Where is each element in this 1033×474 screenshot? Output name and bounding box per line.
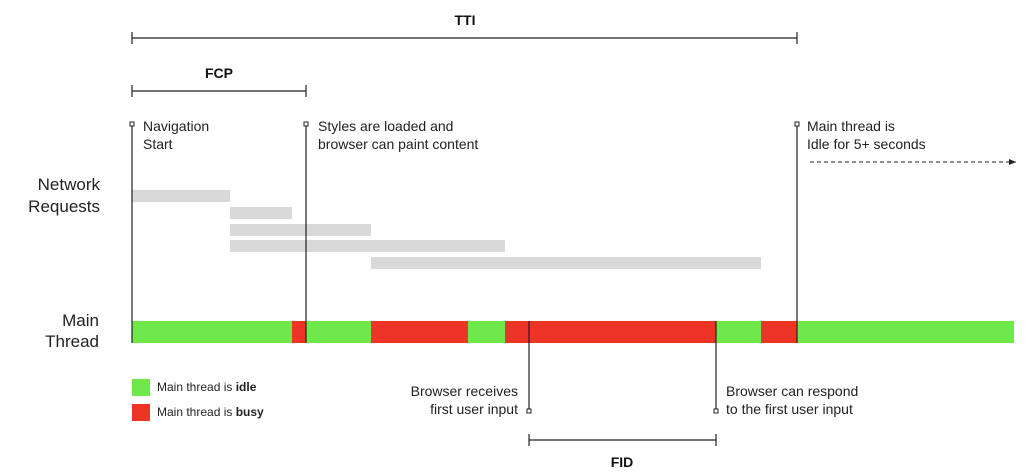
respond-marker: Browser can respond to the first user in… [713, 321, 858, 417]
legend-idle-swatch [132, 379, 150, 396]
idle-segment [797, 321, 1014, 343]
fid-span: FID [528, 434, 717, 470]
respond-line2: to the first user input [726, 401, 853, 417]
busy-segment [371, 321, 468, 343]
styles-loaded-line2: browser can paint content [318, 136, 478, 152]
first-input-marker: Browser receives first user input [411, 321, 532, 417]
main-thread-label-line2: Thread [45, 332, 99, 351]
fid-label: FID [611, 454, 634, 470]
fcp-label: FCP [205, 65, 233, 81]
legend-busy-label: Main thread is busy [157, 405, 264, 419]
fcp-span: FCP [131, 65, 307, 97]
legend-idle-label: Main thread is idle [157, 380, 257, 394]
request-bar [230, 207, 292, 219]
network-label-line1: Network [38, 175, 101, 194]
navigation-start-line2: Start [143, 136, 173, 152]
main-thread-timeline [132, 321, 1014, 343]
navigation-start-line1: Navigation [143, 118, 209, 134]
idle-segment [306, 321, 371, 343]
idle-segment [716, 321, 761, 343]
navigation-start-marker: Navigation Start [129, 118, 209, 343]
request-bar [230, 224, 371, 236]
request-bar [371, 257, 761, 269]
legend-busy-swatch [132, 404, 150, 421]
request-bar [132, 190, 230, 202]
busy-segment [761, 321, 797, 343]
idle-segment [132, 321, 292, 343]
styles-loaded-marker: Styles are loaded and browser can paint … [303, 118, 478, 343]
idle-marker: Main thread is Idle for 5+ seconds [794, 118, 1016, 343]
idle-marker-line2: Idle for 5+ seconds [807, 136, 926, 152]
tti-span: TTI [131, 12, 798, 44]
idle-segment [468, 321, 505, 343]
tti-label: TTI [455, 12, 476, 28]
legend: Main thread is idle Main thread is busy [132, 379, 264, 421]
busy-segment [505, 321, 716, 343]
first-input-line1: Browser receives [411, 383, 518, 399]
idle-marker-line1: Main thread is [807, 118, 895, 134]
network-requests [132, 190, 761, 269]
respond-line1: Browser can respond [726, 383, 858, 399]
network-label-line2: Requests [28, 197, 100, 216]
styles-loaded-line1: Styles are loaded and [318, 118, 453, 134]
first-input-line2: first user input [430, 401, 518, 417]
request-bar [230, 240, 505, 252]
main-thread-label-line1: Main [62, 311, 99, 330]
busy-segment [292, 321, 306, 343]
